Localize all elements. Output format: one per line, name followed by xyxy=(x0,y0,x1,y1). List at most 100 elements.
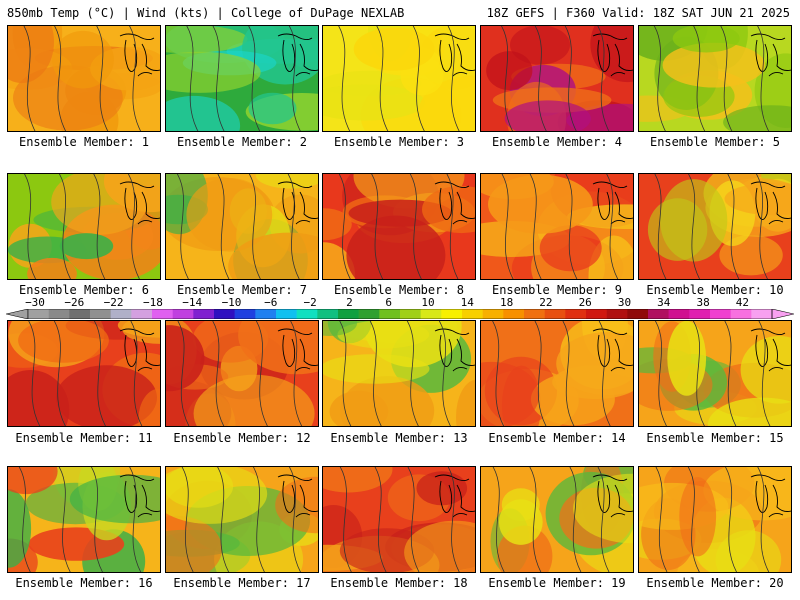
great-lakes-outline xyxy=(119,328,160,372)
height-contour xyxy=(338,174,351,279)
height-contour xyxy=(758,321,771,426)
height-contour xyxy=(58,467,71,572)
colorbar-tick-label: −26 xyxy=(64,296,85,309)
colorbar-tick-label: 10 xyxy=(421,296,435,309)
height-contour xyxy=(127,174,141,279)
colorbar-swatch xyxy=(234,309,256,319)
colorbar-swatch xyxy=(172,309,194,319)
height-contour xyxy=(655,467,668,572)
colorbar-swatch xyxy=(524,309,545,319)
height-contour xyxy=(565,174,578,279)
temperature-field xyxy=(323,321,475,426)
ensemble-member-caption: Ensemble Member: 14 xyxy=(488,431,626,445)
colorbar-tick-label: −2 xyxy=(303,296,317,309)
ensemble-map-18 xyxy=(322,466,476,573)
height-contour xyxy=(501,174,514,279)
colorbar-swatch xyxy=(379,309,401,319)
colorbar-swatch xyxy=(420,309,442,319)
ensemble-member-caption: Ensemble Member: 3 xyxy=(333,135,465,149)
colorbar-min-arrow xyxy=(6,309,29,319)
height-contour xyxy=(654,174,667,279)
height-contour xyxy=(693,26,706,131)
colorbar-swatch xyxy=(627,309,649,319)
height-contour xyxy=(447,26,460,131)
colorbar-swatch xyxy=(131,309,153,319)
ensemble-map-2 xyxy=(165,25,319,132)
height-contour xyxy=(564,26,577,131)
ensemble-member-caption: Ensemble Member: 12 xyxy=(173,431,311,445)
height-contour xyxy=(186,26,199,131)
great-lakes-outline xyxy=(592,33,633,77)
colorbar-swatch xyxy=(193,309,215,319)
colorbar-max-arrow xyxy=(771,309,794,319)
height-contour xyxy=(371,174,384,279)
height-contour xyxy=(288,467,302,572)
height-contour xyxy=(407,467,420,572)
ensemble-map-16 xyxy=(7,466,161,573)
ensemble-map-11 xyxy=(7,320,161,427)
great-lakes-outline xyxy=(434,33,475,77)
colorbar-tick-label: −14 xyxy=(182,296,203,309)
temperature-field xyxy=(481,174,633,279)
temperature-field xyxy=(323,174,475,279)
ensemble-member-caption: Ensemble Member: 7 xyxy=(176,283,308,297)
ensemble-map-3 xyxy=(322,25,476,132)
height-contour xyxy=(130,321,143,426)
colorbar-swatch xyxy=(255,309,277,319)
height-contour xyxy=(597,467,610,572)
height-contour xyxy=(338,26,351,131)
ensemble-member-caption: Ensemble Member: 6 xyxy=(18,283,150,297)
height-contour xyxy=(757,26,770,131)
height-contour xyxy=(409,174,422,279)
great-lakes-outline xyxy=(592,474,633,518)
ensemble-map-19 xyxy=(480,466,634,573)
great-lakes-outline xyxy=(277,33,318,77)
height-contour xyxy=(212,26,225,131)
height-contour xyxy=(53,321,67,426)
height-contour xyxy=(529,174,542,279)
ensemble-member-caption: Ensemble Member: 18 xyxy=(330,576,468,590)
great-lakes-outline xyxy=(277,181,318,225)
ensemble-map-15 xyxy=(638,320,792,427)
height-contour xyxy=(500,26,514,131)
colorbar-tick-label: −30 xyxy=(25,296,45,309)
ensemble-member-caption: Ensemble Member: 20 xyxy=(646,576,784,590)
height-contour xyxy=(177,321,190,426)
height-contour xyxy=(438,321,452,426)
height-contour xyxy=(727,174,740,279)
colorbar-swatch xyxy=(48,309,70,319)
ensemble-map-20 xyxy=(638,466,792,573)
colorbar-swatch xyxy=(751,309,773,319)
height-contour xyxy=(534,321,547,426)
ensemble-map-1 xyxy=(7,25,161,132)
height-contour xyxy=(376,26,389,131)
great-lakes-outline xyxy=(119,33,160,77)
height-contour xyxy=(406,321,420,426)
height-contour xyxy=(720,26,733,131)
height-contour xyxy=(23,174,37,279)
colorbar-swatch xyxy=(152,309,173,319)
great-lakes-outline xyxy=(434,328,475,372)
colorbar-tick-label: 6 xyxy=(385,296,392,309)
great-lakes-outline xyxy=(750,328,791,372)
ensemble-map-17 xyxy=(165,466,319,573)
colorbar-swatch xyxy=(586,309,607,319)
ensemble-map-13 xyxy=(322,320,476,427)
height-contour xyxy=(692,321,706,426)
colorbar-swatch xyxy=(710,309,731,319)
ensemble-map-14 xyxy=(480,320,634,427)
height-contour xyxy=(446,174,459,279)
great-lakes-outline xyxy=(592,328,633,372)
ensemble-map-10 xyxy=(638,173,792,280)
height-contour xyxy=(606,174,619,279)
ensemble-member-caption: Ensemble Member: 17 xyxy=(173,576,311,590)
temperature-field xyxy=(481,467,633,572)
ensemble-member-caption: Ensemble Member: 10 xyxy=(646,283,784,297)
height-contour xyxy=(529,467,542,572)
height-contour xyxy=(491,321,505,426)
colorbar-tick-label: 14 xyxy=(460,296,474,309)
height-contour xyxy=(654,321,668,426)
colorbar-swatch xyxy=(606,309,628,319)
height-contour xyxy=(339,321,352,426)
temperature-field xyxy=(166,26,318,131)
